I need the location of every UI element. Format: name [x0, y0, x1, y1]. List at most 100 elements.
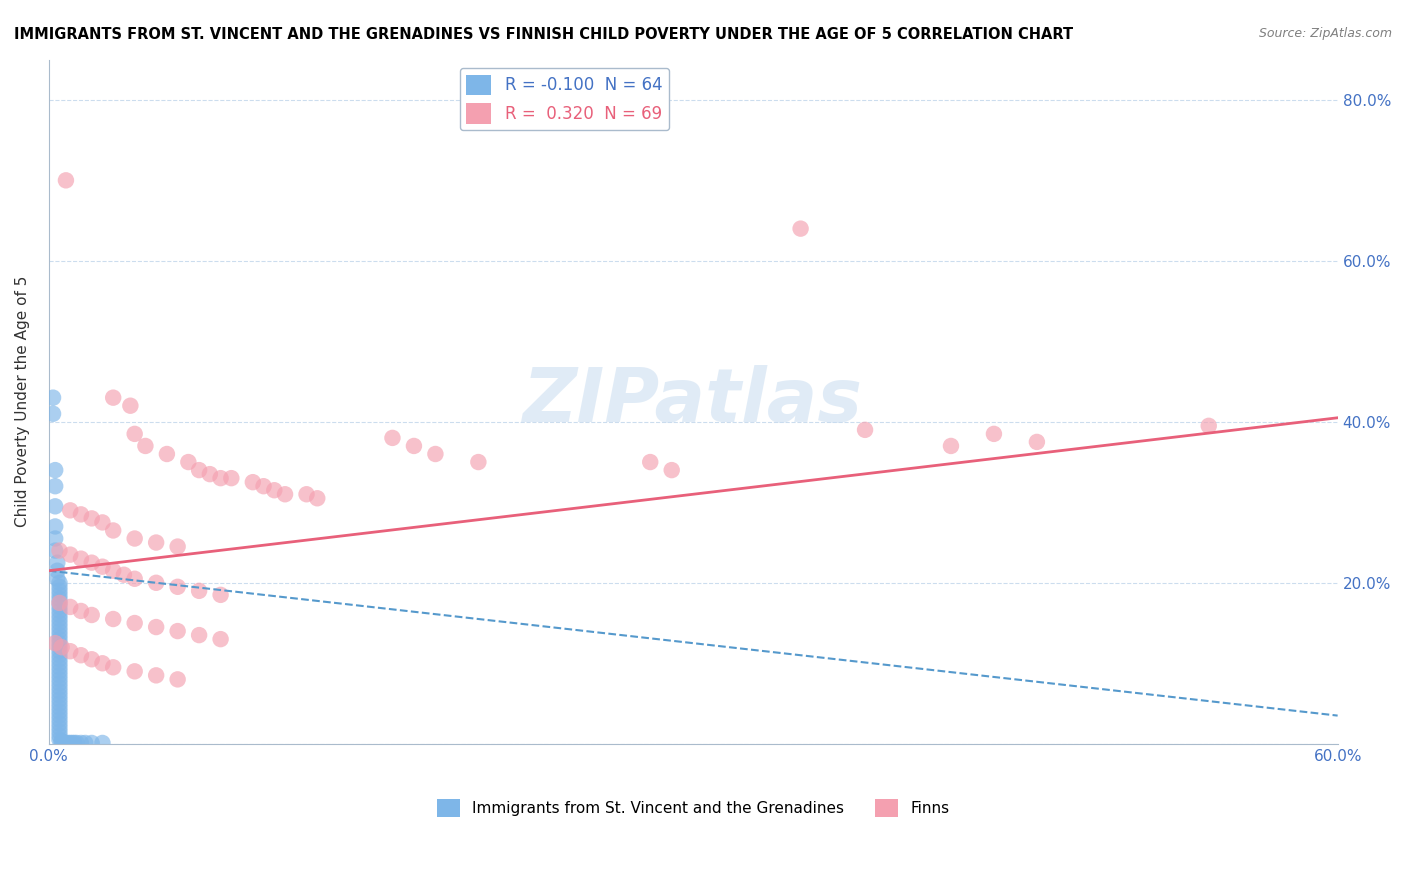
Point	[48, 652, 70, 666]
Point	[48, 665, 70, 679]
Point	[48, 700, 70, 714]
Point	[112, 567, 135, 582]
Point	[124, 615, 146, 630]
Point	[44, 500, 66, 514]
Point	[402, 439, 425, 453]
Point	[48, 632, 70, 647]
Point	[103, 564, 125, 578]
Point	[263, 483, 285, 498]
Point	[70, 551, 93, 566]
Point	[166, 540, 188, 554]
Point	[59, 503, 82, 517]
Text: ZIPatlas: ZIPatlas	[523, 365, 863, 438]
Point	[1198, 418, 1220, 433]
Point	[91, 559, 114, 574]
Point	[46, 572, 69, 586]
Point	[307, 491, 329, 506]
Point	[124, 426, 146, 441]
Point	[124, 532, 146, 546]
Point	[188, 463, 211, 477]
Point	[48, 607, 70, 622]
Point	[48, 689, 70, 703]
Point	[44, 463, 66, 477]
Point	[48, 724, 70, 739]
Point	[48, 708, 70, 723]
Point	[177, 455, 200, 469]
Point	[939, 439, 962, 453]
Point	[80, 652, 103, 666]
Point	[60, 736, 83, 750]
Point	[242, 475, 264, 490]
Point	[145, 668, 167, 682]
Point	[48, 543, 70, 558]
Point	[853, 423, 876, 437]
Point	[48, 596, 70, 610]
Point	[48, 668, 70, 682]
Point	[274, 487, 297, 501]
Point	[63, 736, 86, 750]
Point	[42, 391, 65, 405]
Point	[103, 612, 125, 626]
Point	[103, 524, 125, 538]
Point	[91, 736, 114, 750]
Point	[789, 221, 811, 235]
Point	[48, 580, 70, 594]
Point	[124, 665, 146, 679]
Point	[120, 399, 142, 413]
Point	[661, 463, 683, 477]
Point	[75, 736, 97, 750]
Point	[188, 583, 211, 598]
Point	[209, 471, 232, 485]
Point	[44, 532, 66, 546]
Point	[145, 575, 167, 590]
Point	[48, 624, 70, 638]
Point	[425, 447, 447, 461]
Point	[198, 467, 221, 482]
Point	[1025, 434, 1047, 449]
Point	[91, 657, 114, 671]
Point	[166, 580, 188, 594]
Point	[124, 572, 146, 586]
Point	[48, 673, 70, 687]
Point	[48, 615, 70, 630]
Point	[48, 591, 70, 606]
Point	[156, 447, 179, 461]
Point	[467, 455, 489, 469]
Point	[51, 735, 73, 749]
Point	[103, 660, 125, 674]
Text: IMMIGRANTS FROM ST. VINCENT AND THE GRENADINES VS FINNISH CHILD POVERTY UNDER TH: IMMIGRANTS FROM ST. VINCENT AND THE GREN…	[14, 27, 1073, 42]
Point	[51, 734, 73, 748]
Point	[166, 624, 188, 638]
Point	[48, 599, 70, 614]
Point	[48, 732, 70, 747]
Point	[46, 556, 69, 570]
Y-axis label: Child Poverty Under the Age of 5: Child Poverty Under the Age of 5	[15, 276, 30, 527]
Point	[48, 657, 70, 671]
Point	[70, 508, 93, 522]
Point	[48, 692, 70, 706]
Point	[48, 648, 70, 663]
Point	[48, 628, 70, 642]
Point	[48, 681, 70, 695]
Point	[134, 439, 156, 453]
Point	[48, 676, 70, 690]
Point	[80, 736, 103, 750]
Point	[48, 604, 70, 618]
Point	[44, 519, 66, 533]
Point	[48, 575, 70, 590]
Point	[48, 588, 70, 602]
Point	[166, 673, 188, 687]
Point	[252, 479, 274, 493]
Point	[48, 644, 70, 658]
Point	[48, 660, 70, 674]
Point	[381, 431, 404, 445]
Point	[48, 684, 70, 698]
Point	[48, 583, 70, 598]
Point	[48, 596, 70, 610]
Point	[55, 736, 77, 750]
Point	[295, 487, 318, 501]
Point	[48, 721, 70, 735]
Legend: Immigrants from St. Vincent and the Grenadines, Finns: Immigrants from St. Vincent and the Gren…	[432, 792, 955, 823]
Point	[48, 620, 70, 634]
Point	[55, 173, 77, 187]
